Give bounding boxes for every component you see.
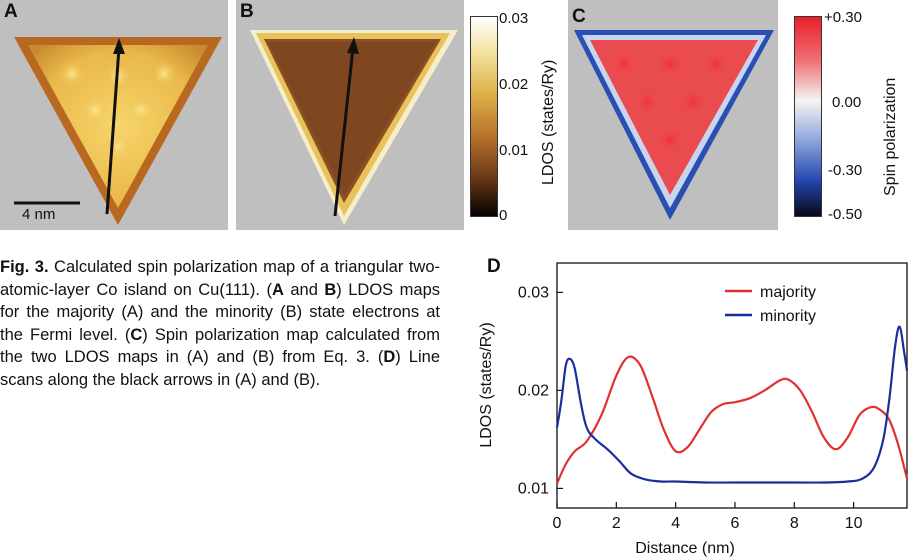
caption-text-1: Calculated spin polarization map of a tr… (0, 258, 441, 299)
panel-c: C (568, 0, 778, 230)
panel-d-line-chart: 0 2 4 6 8 10 0.01 0.02 0.03 Distance (nm) LDOS (… (478, 262, 909, 557)
x-tick-label: 10 (845, 515, 863, 532)
panel-a-letter: A (4, 1, 18, 22)
spin-colorbar-label: Spin polarization (882, 77, 899, 196)
ldos-tick-002: 0.02 (499, 76, 529, 93)
caption-text-4: ) Line scans along the black arrows in (… (0, 348, 440, 389)
y-tick-label: 0.03 (518, 284, 549, 301)
series-line-minority (555, 325, 909, 484)
spin-tick-minus-030: -0.30 (828, 162, 863, 179)
caption-text-2: ) LDOS maps for the majority (A) and the… (0, 280, 440, 344)
panel-b: B (236, 0, 464, 230)
caption-ref-b: B (324, 280, 337, 299)
x-tick-label: 8 (790, 515, 799, 532)
caption-text-3: ) Spin polarization map calculated from … (0, 325, 440, 367)
caption-text-and: and (283, 280, 325, 299)
chart-y-axis-label: LDOS (states/Ry) (478, 322, 495, 447)
panel-c-spin-polarization-map (568, 0, 778, 230)
ldos-colorbar-label: LDOS (states/Ry) (540, 59, 557, 185)
panel-b-letter: B (240, 1, 254, 22)
caption-ref-d: D (383, 348, 396, 366)
spin-tick-000: 0.00 (832, 94, 862, 111)
legend-minority-label: minority (760, 308, 816, 325)
caption-fig-label: Fig. 3. (0, 258, 49, 276)
caption-ref-a: A (271, 280, 284, 299)
spin-tick-plus-030: +0.30 (824, 9, 862, 26)
x-tick-label: 2 (612, 515, 621, 532)
scalebar-label: 4 nm (22, 206, 56, 223)
ldos-tick-001: 0.01 (499, 142, 529, 159)
ldos-tick-003: 0.03 (499, 10, 529, 27)
panel-b-ldos-map (236, 0, 464, 230)
panel-a-ldos-map (0, 0, 228, 230)
series-line-majority (555, 355, 909, 484)
x-tick-label: 0 (553, 515, 562, 532)
ldos-tick-0: 0 (499, 207, 508, 224)
figure-caption: Fig. 3. Calculated spin polarization map… (0, 256, 440, 391)
panel-c-letter: C (572, 6, 586, 27)
legend-majority-label: majority (760, 284, 816, 301)
ldos-colorbar (470, 16, 500, 217)
spin-tick-minus-050: -0.50 (828, 206, 863, 223)
chart-x-axis-label: Distance (nm) (635, 540, 735, 557)
panel-a: A 4 nm (0, 0, 228, 230)
x-tick-label: 4 (671, 515, 680, 532)
x-tick-label: 6 (731, 515, 740, 532)
caption-ref-c: C (130, 325, 143, 344)
y-tick-label: 0.01 (518, 480, 549, 497)
y-tick-label: 0.02 (518, 382, 549, 399)
chart-plot-frame (556, 262, 908, 509)
spin-colorbar (794, 16, 824, 217)
panel-d-letter: D (487, 256, 501, 277)
